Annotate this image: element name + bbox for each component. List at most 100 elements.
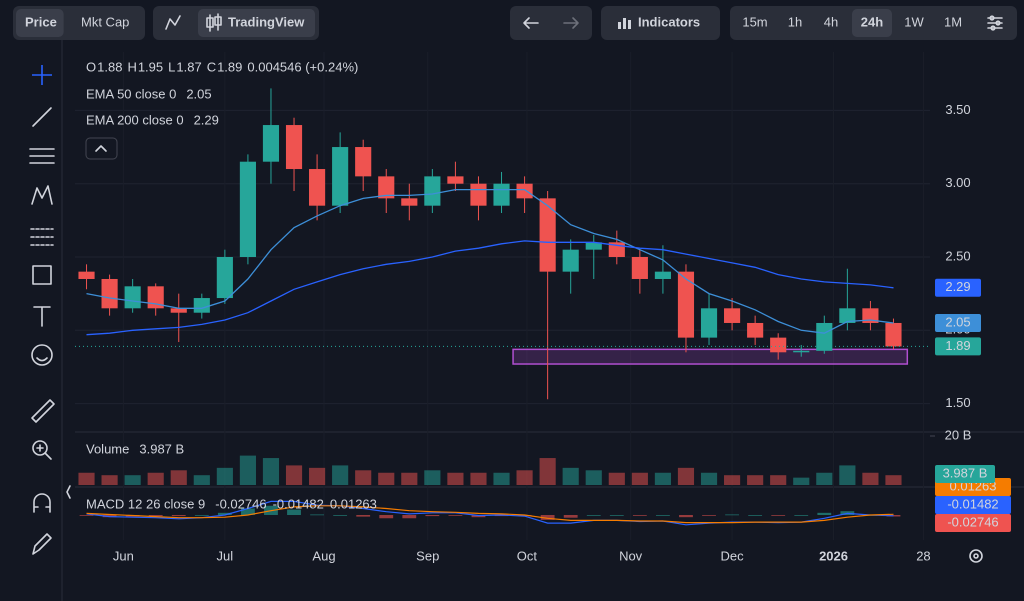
candle-body: [493, 183, 510, 206]
macd-histogram: [748, 515, 763, 516]
text-tool[interactable]: [33, 306, 51, 327]
candle-body: [470, 183, 487, 206]
candle-body: [262, 125, 280, 162]
signal-line: [86, 505, 894, 524]
candle-body: [216, 256, 233, 299]
macd-histogram: [356, 515, 371, 517]
pane-chevron[interactable]: [66, 485, 71, 499]
projection-tool[interactable]: [30, 228, 54, 246]
macd-histogram: [702, 515, 716, 516]
volume-tick-label: 20 B: [945, 427, 972, 442]
tab[interactable]: Price: [25, 14, 57, 29]
emoji-tool[interactable]: [31, 344, 53, 366]
crosshair-tool[interactable]: [32, 65, 52, 85]
candle-body: [309, 169, 326, 206]
edit-tool[interactable]: [32, 533, 52, 555]
candle-body: [654, 271, 671, 279]
ohlc-label: H: [127, 59, 136, 74]
macd-histogram: [148, 515, 163, 517]
tab[interactable]: Mkt Cap: [81, 14, 129, 29]
zoom-tool[interactable]: [32, 440, 48, 456]
nav-group: [510, 6, 592, 40]
macd-histogram: [310, 514, 324, 516]
indicators-icon: [618, 18, 631, 29]
macd-histogram: [425, 515, 440, 517]
macd-readout: 0.01263: [330, 496, 377, 511]
macd-histogram: [632, 515, 647, 516]
volume-bar: [101, 475, 118, 485]
macd-tag-bg: [935, 514, 1011, 532]
line-chart-icon[interactable]: [165, 15, 181, 30]
volume-bar: [862, 472, 879, 485]
interval[interactable]: 1M: [944, 14, 962, 29]
trendline-tool[interactable]: [32, 107, 52, 127]
macd-histogram: [540, 515, 555, 520]
volume-bar: [885, 475, 902, 485]
interval[interactable]: 1W: [904, 14, 924, 29]
magnet-tool[interactable]: [33, 493, 51, 513]
volume-bar: [401, 472, 418, 485]
volume-bar: [747, 475, 764, 485]
emoji-smile: [36, 357, 48, 362]
interval[interactable]: 15m: [742, 14, 767, 29]
ohlc-change: 0.004546 (+0.24%): [247, 59, 358, 74]
macd-tag: -0.02746: [947, 514, 998, 529]
macd-tag-bg: [935, 496, 1011, 514]
volume-bar: [539, 458, 556, 485]
shape-tool[interactable]: [32, 265, 52, 285]
volume-bar: [562, 467, 579, 485]
fib-tool[interactable]: [29, 148, 55, 164]
macd-histogram: [794, 515, 809, 516]
x-tick-label: Sep: [416, 548, 439, 563]
interval[interactable]: 24h: [861, 14, 883, 29]
volume-bar: [262, 458, 280, 485]
back-arrow[interactable]: [523, 17, 539, 29]
forward-arrow[interactable]: [563, 17, 579, 29]
axis-settings[interactable]: [969, 549, 983, 563]
ruler-tool[interactable]: [31, 399, 55, 423]
ema200-tag-bg: [935, 278, 981, 297]
volume-bar: [585, 470, 602, 485]
volume-tag-bg: [935, 465, 995, 483]
brand-label[interactable]: TradingView: [228, 14, 305, 29]
macd-histogram: [609, 515, 624, 516]
tab-bg: [16, 9, 64, 37]
interval[interactable]: 4h: [824, 14, 838, 29]
pattern-tool[interactable]: [31, 185, 53, 205]
support-zone: [512, 348, 909, 365]
x-tick-label: Oct: [517, 548, 538, 563]
candle-body: [747, 322, 764, 338]
indicators-label[interactable]: Indicators: [638, 14, 700, 29]
x-tick-label: 28: [916, 548, 930, 563]
candle-body: [539, 198, 556, 272]
macd-histogram: [79, 515, 94, 516]
macd-histogram: [217, 512, 232, 515]
settings-icon[interactable]: [987, 15, 1003, 31]
volume-bar: [770, 475, 787, 485]
volume-bar: [447, 472, 464, 485]
macd-histogram: [679, 515, 693, 518]
ohlc-label: O: [86, 59, 96, 74]
ohlc-value: 1.87: [176, 59, 201, 74]
brand-active[interactable]: [198, 9, 315, 37]
collapse-button[interactable]: [85, 137, 118, 160]
volume-bar: [239, 455, 256, 485]
candle-body: [677, 271, 695, 338]
macd-histogram: [656, 515, 670, 516]
candle-body: [885, 322, 902, 347]
macd-histogram: [725, 514, 739, 516]
macd-histogram: [563, 515, 578, 518]
indicators-button[interactable]: [601, 6, 720, 40]
ema50-tag-bg: [935, 313, 981, 332]
candle-body: [447, 176, 464, 184]
candle-body: [839, 308, 856, 323]
macd-histogram: [194, 515, 209, 516]
volume-value: 3.987 B: [139, 441, 184, 456]
volume-tag: 3.987 B: [943, 465, 988, 480]
macd-readout: -0.02746: [215, 496, 266, 511]
candle-body: [724, 308, 741, 323]
interval[interactable]: 1h: [788, 14, 802, 29]
